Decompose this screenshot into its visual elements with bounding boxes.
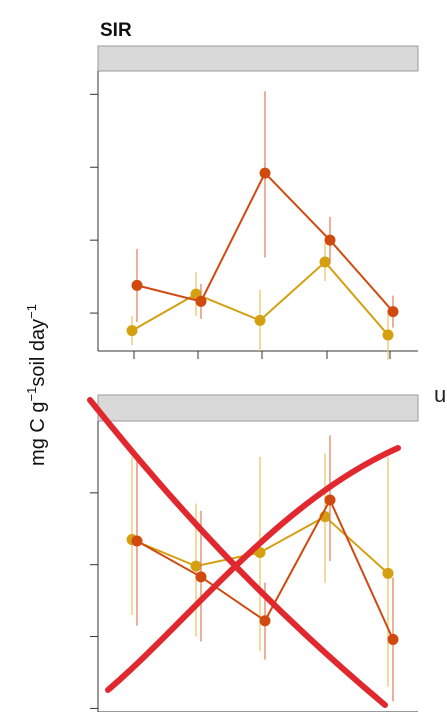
point-livestock-dark — [260, 615, 271, 626]
strip-native — [98, 46, 418, 71]
figure-title: SIR — [100, 20, 132, 41]
point-native-dark — [196, 296, 207, 307]
point-native-light — [383, 329, 394, 340]
point-native-dark — [388, 306, 399, 317]
point-livestock-light — [191, 561, 202, 572]
point-livestock-dark — [325, 495, 336, 506]
point-livestock-light — [383, 568, 394, 579]
point-native-dark — [260, 168, 271, 179]
strike-mark-descending — [90, 400, 385, 705]
point-livestock-dark — [388, 634, 399, 645]
strip-livestock — [98, 395, 418, 421]
point-native-light — [320, 257, 331, 268]
edge-text: u — [434, 382, 446, 407]
strike-mark-ascending — [108, 448, 398, 690]
strike-marks — [90, 400, 398, 705]
panel-native — [90, 46, 418, 360]
point-native-light — [127, 325, 138, 336]
point-native-dark — [132, 280, 143, 291]
point-native-light — [255, 315, 266, 326]
point-native-dark — [325, 235, 336, 246]
point-livestock-dark — [196, 571, 207, 582]
point-livestock-dark — [132, 535, 143, 546]
y-axis-title: mg C g−1soil day−1 — [24, 304, 49, 466]
